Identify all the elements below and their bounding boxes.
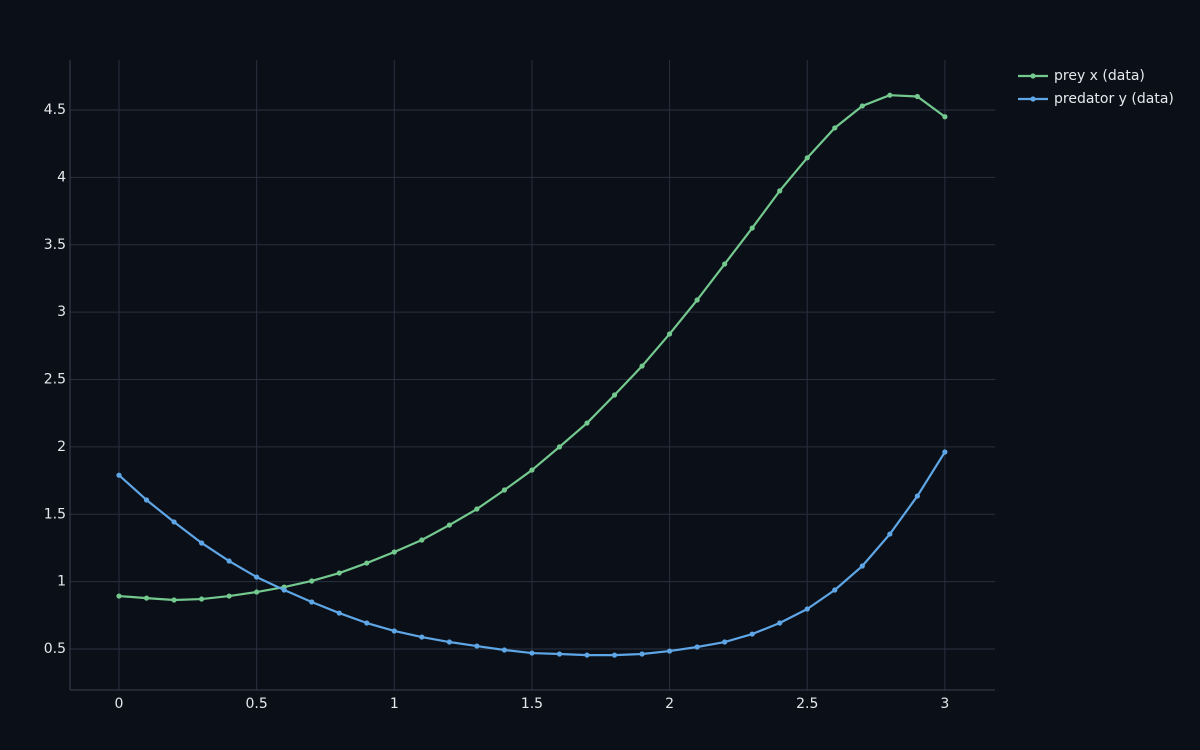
data-point bbox=[639, 651, 645, 657]
data-point bbox=[419, 634, 425, 640]
data-point bbox=[529, 467, 535, 473]
data-point bbox=[474, 506, 480, 512]
data-point bbox=[749, 225, 755, 231]
legend-marker bbox=[1030, 73, 1036, 79]
data-point bbox=[887, 531, 893, 537]
data-point bbox=[171, 519, 177, 525]
y-tick-label: 4.5 bbox=[44, 102, 66, 118]
x-tick-label: 1 bbox=[390, 696, 399, 712]
y-tick-label: 0.5 bbox=[44, 641, 66, 657]
data-point bbox=[364, 560, 370, 566]
data-point bbox=[804, 155, 810, 161]
x-tick-label: 0.5 bbox=[246, 696, 268, 712]
plot-area bbox=[70, 60, 995, 690]
x-tick-label: 2.5 bbox=[796, 696, 818, 712]
data-point bbox=[254, 574, 260, 580]
y-tick-label: 2.5 bbox=[44, 372, 66, 388]
data-point bbox=[639, 363, 645, 369]
data-point bbox=[529, 650, 535, 656]
data-point bbox=[419, 537, 425, 543]
x-tick-label: 0 bbox=[115, 696, 124, 712]
legend-marker bbox=[1030, 96, 1036, 102]
data-point bbox=[309, 578, 315, 584]
x-tick-label: 2 bbox=[665, 696, 674, 712]
data-point bbox=[584, 652, 590, 658]
data-point bbox=[116, 593, 122, 599]
data-point bbox=[942, 449, 948, 455]
data-point bbox=[336, 570, 342, 576]
data-point bbox=[887, 92, 893, 98]
data-point bbox=[914, 93, 920, 100]
data-point bbox=[777, 620, 783, 626]
y-tick-label: 3.5 bbox=[44, 237, 66, 253]
data-point bbox=[832, 125, 838, 131]
data-point bbox=[474, 643, 480, 649]
data-point bbox=[364, 620, 370, 626]
y-tick-label: 1 bbox=[57, 574, 66, 590]
data-point bbox=[116, 472, 122, 478]
data-point bbox=[694, 644, 700, 650]
data-point bbox=[446, 639, 452, 645]
data-point bbox=[336, 610, 342, 616]
data-point bbox=[198, 540, 205, 546]
data-point bbox=[611, 652, 618, 658]
data-point bbox=[584, 420, 590, 426]
data-point bbox=[446, 522, 452, 528]
data-point bbox=[914, 493, 920, 499]
data-point bbox=[611, 392, 618, 398]
x-tick-label: 1.5 bbox=[521, 696, 543, 712]
data-point bbox=[171, 597, 177, 603]
data-point bbox=[859, 103, 865, 109]
data-point bbox=[501, 647, 508, 653]
x-tick-label: 3 bbox=[940, 696, 949, 712]
data-point bbox=[391, 549, 397, 555]
data-point bbox=[942, 114, 948, 120]
data-point bbox=[198, 596, 205, 602]
data-point bbox=[281, 587, 287, 593]
y-tick-label: 4 bbox=[57, 169, 66, 185]
data-point bbox=[143, 595, 150, 601]
data-point bbox=[226, 593, 232, 599]
legend-label: prey x (data) bbox=[1054, 68, 1145, 84]
data-point bbox=[859, 563, 865, 569]
data-point bbox=[666, 648, 673, 654]
data-point bbox=[832, 587, 838, 593]
data-point bbox=[309, 599, 315, 605]
data-point bbox=[226, 558, 232, 564]
data-point bbox=[501, 487, 508, 493]
data-point bbox=[722, 261, 728, 267]
data-point bbox=[143, 497, 150, 503]
y-tick-label: 1.5 bbox=[44, 506, 66, 522]
data-point bbox=[254, 589, 260, 595]
legend-label: predator y (data) bbox=[1054, 91, 1174, 107]
data-point bbox=[749, 631, 755, 637]
data-point bbox=[694, 297, 700, 303]
data-point bbox=[666, 331, 673, 337]
data-point bbox=[556, 651, 563, 657]
data-point bbox=[556, 444, 563, 450]
data-point bbox=[722, 639, 728, 645]
data-point bbox=[391, 628, 397, 634]
data-point bbox=[804, 606, 810, 612]
y-tick-label: 3 bbox=[57, 304, 66, 320]
data-point bbox=[777, 188, 783, 194]
y-tick-label: 2 bbox=[57, 439, 66, 455]
